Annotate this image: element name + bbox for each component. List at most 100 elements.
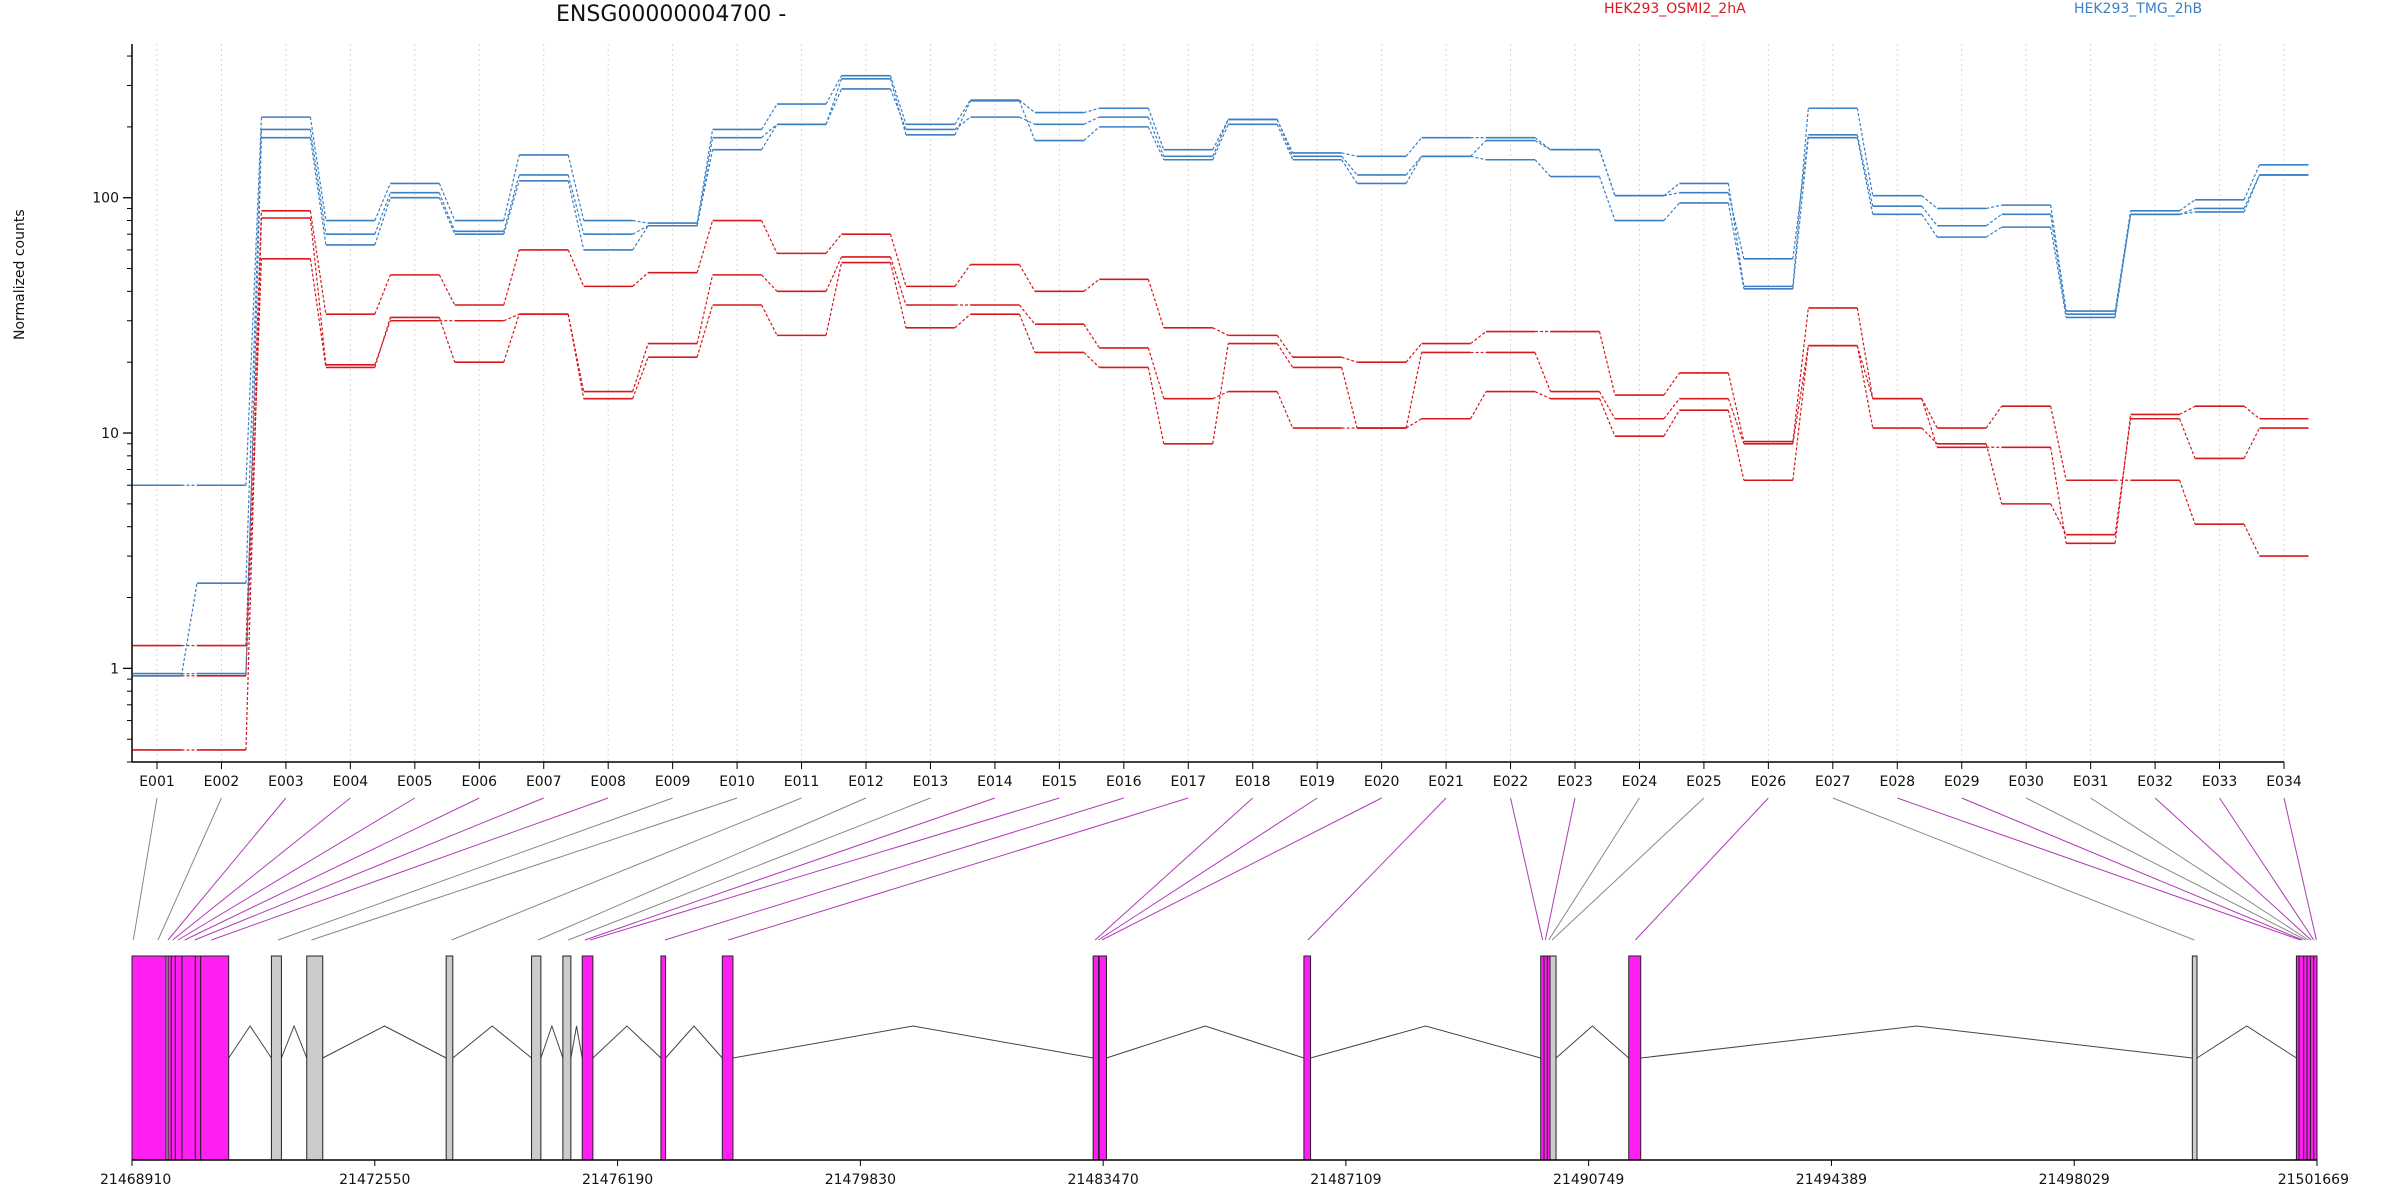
- exon-e001: [131, 955, 167, 1161]
- series-3-connector-2: [309, 117, 327, 221]
- series-5-connector-17: [1276, 124, 1294, 160]
- bin-link-e023: [1544, 797, 1576, 941]
- series-1-connector-29: [2050, 503, 2067, 535]
- bin-link-e022: [1510, 797, 1544, 941]
- series-3-connector-15: [1147, 108, 1165, 150]
- series-2-connector-30: [2114, 414, 2132, 544]
- coord-label-7: 21494389: [1796, 1172, 1867, 1188]
- x-tick-label-e023: E023: [1557, 774, 1593, 790]
- series-4-connector-25: [1792, 134, 1809, 259]
- x-tick-label-e008: E008: [590, 774, 626, 790]
- series-5-connector-22: [1598, 176, 1616, 221]
- series-4-connector-28: [1985, 213, 2003, 227]
- series-3-connector-28: [1986, 204, 2002, 210]
- series-5-connector-10: [825, 78, 843, 125]
- series-2-connector-31: [2179, 405, 2196, 415]
- bin-link-e008: [211, 797, 609, 941]
- intron-e013: [570, 1025, 583, 1059]
- x-tick-label-e027: E027: [1815, 774, 1851, 790]
- series-5-connector-14: [1083, 126, 1100, 141]
- bin-link-e012: [537, 797, 867, 941]
- bin-link-e017: [728, 797, 1189, 941]
- x-tick-label-e013: E013: [913, 774, 949, 790]
- series-0-connector-27: [1921, 398, 1938, 429]
- series-5-connector-26: [1856, 137, 1874, 215]
- bin-link-e015: [590, 797, 1060, 941]
- series-3-connector-8: [696, 129, 714, 224]
- series-3-connector-3: [374, 183, 391, 221]
- series-4-connector-3: [374, 192, 391, 235]
- bin-link-e005: [177, 797, 416, 941]
- series-1-connector-2: [309, 217, 327, 365]
- series-0-connector-32: [2243, 523, 2261, 557]
- series-2-connector-32: [2243, 405, 2260, 420]
- series-3-connector-11: [889, 75, 907, 125]
- series-2-connector-5: [503, 313, 520, 363]
- exon-e027: [2298, 955, 2305, 1161]
- exon-e019: [1303, 955, 1312, 1161]
- series-1-connector-5: [503, 313, 520, 322]
- series-1-connector-32: [2243, 427, 2261, 459]
- series-3-connector-13: [1019, 99, 1036, 114]
- x-tick-label-e007: E007: [526, 774, 562, 790]
- series-5-connector-3: [374, 197, 391, 246]
- series-5-connector-31: [2179, 211, 2196, 215]
- bin-link-e003: [167, 797, 287, 941]
- bin-link-e019: [1098, 797, 1318, 941]
- exon-e024: [1628, 955, 1642, 1161]
- series-3-connector-19: [1405, 137, 1423, 157]
- series-0-connector-9: [761, 220, 778, 254]
- exon-e021: [1543, 955, 1548, 1161]
- series-0-connector-7: [632, 272, 649, 287]
- coord-label-3: 21479830: [825, 1172, 896, 1188]
- series-1-connector-7: [632, 343, 649, 392]
- series-2-connector-14: [1083, 352, 1100, 368]
- series-4-connector-13: [1019, 116, 1036, 125]
- exon-e007: [194, 955, 202, 1161]
- bin-link-e033: [2219, 797, 2315, 941]
- series-3-connector-6: [567, 154, 585, 221]
- series-5-connector-16: [1212, 124, 1229, 160]
- bin-link-e028: [1897, 797, 2301, 941]
- series-0-connector-4: [438, 274, 456, 306]
- series-0-connector-12: [954, 264, 971, 287]
- series-3-connector-23: [1663, 182, 1680, 197]
- x-tick-label-e024: E024: [1622, 774, 1658, 790]
- intron-e015: [665, 1025, 723, 1059]
- series-1-connector-31: [2179, 418, 2196, 459]
- series-2-connector-6: [567, 314, 585, 399]
- series-1-connector-22: [1598, 398, 1616, 437]
- series-5-connector-2: [309, 137, 327, 246]
- series-5-connector-13: [1018, 100, 1036, 141]
- x-tick-label-e017: E017: [1170, 774, 1206, 790]
- series-0-connector-18: [1341, 356, 1358, 363]
- intron-e018: [1106, 1025, 1305, 1059]
- series-2-connector-25: [1792, 345, 1809, 444]
- x-tick-label-e009: E009: [655, 774, 691, 790]
- series-3-connector-14: [1083, 107, 1100, 114]
- intron-e016: [732, 1025, 1094, 1059]
- x-tick-label-e029: E029: [1944, 774, 1980, 790]
- series-5-connector-21: [1534, 159, 1551, 177]
- series-2-connector-23: [1663, 398, 1680, 420]
- exon-e028: [2303, 955, 2308, 1161]
- exon-e009: [270, 955, 282, 1161]
- exon-e018: [1098, 955, 1107, 1161]
- series-5-connector-12: [954, 100, 971, 136]
- series-5-connector-6: [567, 180, 585, 251]
- bin-link-e026: [1635, 797, 1769, 941]
- series-0-connector-15: [1147, 279, 1165, 328]
- exon-e020: [1540, 955, 1545, 1161]
- x-tick-label-e002: E002: [204, 774, 240, 790]
- intron-e008: [228, 1025, 272, 1059]
- x-tick-label-e026: E026: [1751, 774, 1787, 790]
- exon-e030: [2309, 955, 2315, 1161]
- series-4-connector-7: [632, 225, 649, 235]
- series-4-connector-17: [1276, 119, 1294, 157]
- coord-label-9: 21501669: [2278, 1172, 2349, 1188]
- series-1-connector-8: [696, 274, 714, 344]
- series-0-connector-8: [696, 220, 714, 273]
- series-5-connector-9: [761, 124, 778, 150]
- series-2-connector-4: [438, 317, 456, 363]
- series-3-connector-26: [1856, 108, 1874, 196]
